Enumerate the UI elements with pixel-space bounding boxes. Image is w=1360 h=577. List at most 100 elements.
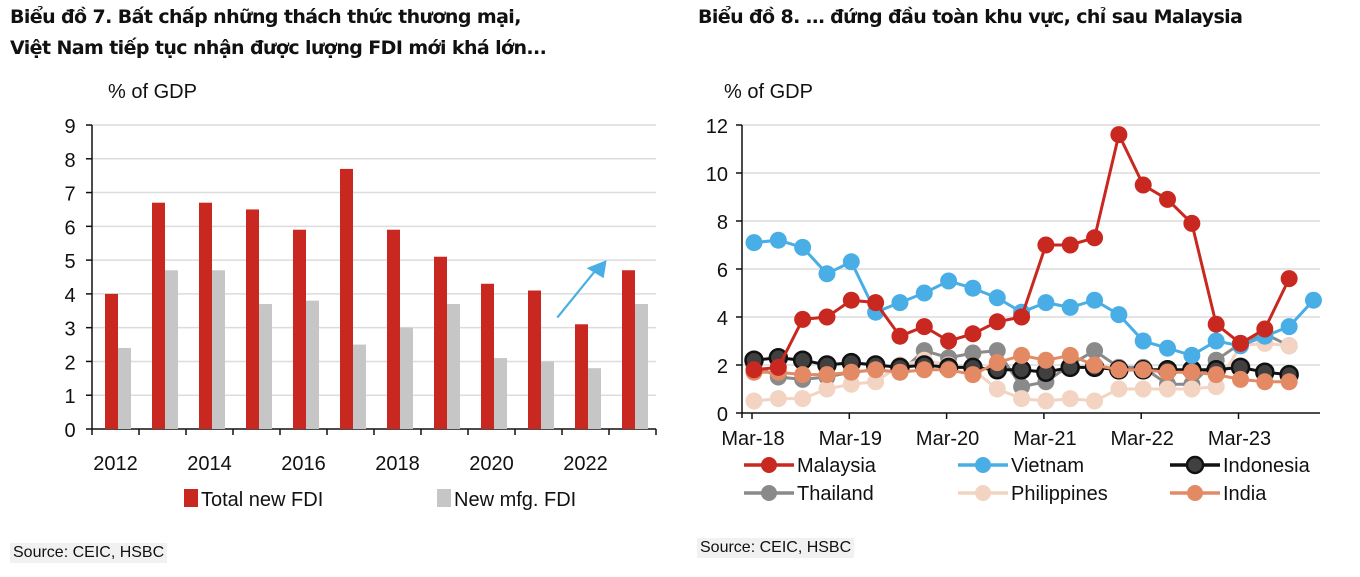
chart-7-bar-new-mfg-fdi — [259, 304, 272, 429]
chart-8-point-vietnam — [1037, 294, 1055, 312]
chart-8-point-philippines — [1037, 392, 1055, 410]
chart-8-x-tick-label: Mar-19 — [819, 428, 882, 450]
chart-8-point-india — [1013, 346, 1031, 364]
chart-8-point-vietnam — [1304, 291, 1322, 309]
chart-7-x-tick-label: 2022 — [563, 453, 608, 475]
chart-8-point-malaysia — [1134, 176, 1152, 194]
chart-8-y-tick-label: 8 — [717, 212, 728, 234]
chart-7-legend-label: New mfg. FDI — [454, 489, 576, 511]
chart-7-bar-total-new-fdi — [152, 202, 165, 429]
chart-8-point-vietnam — [1280, 318, 1298, 336]
chart-8-point-philippines — [1134, 380, 1152, 398]
chart-7-bar-total-new-fdi — [293, 229, 306, 429]
chart-8-point-malaysia — [1183, 214, 1201, 232]
chart-8-point-malaysia — [1061, 236, 1079, 254]
chart-8-legend-label-vietnam: Vietnam — [1011, 455, 1084, 477]
chart-8-point-malaysia — [867, 294, 885, 312]
chart-8-point-philippines — [1280, 337, 1298, 355]
chart-7-bar-new-mfg-fdi — [306, 300, 319, 429]
chart-7-bar-total-new-fdi — [575, 324, 588, 429]
chart-8-point-vietnam — [940, 272, 958, 290]
chart-8-point-malaysia — [1013, 308, 1031, 326]
chart-8-line-malaysia — [753, 130, 1291, 372]
chart-8-legend-marker-philippines — [975, 485, 991, 501]
chart-8-point-philippines — [1183, 380, 1201, 398]
chart-7-bar-new-mfg-fdi — [118, 347, 131, 429]
chart-8-point-vietnam — [818, 265, 836, 283]
chart-8-legend-marker-indonesia — [1185, 455, 1205, 475]
chart-7-bar-new-mfg-fdi — [635, 304, 648, 429]
chart-8-point-philippines — [1207, 378, 1225, 396]
chart-8-point-philippines — [818, 380, 836, 398]
chart-8-point-malaysia — [1280, 270, 1298, 288]
chart-8-y-tick-label: 2 — [717, 356, 728, 378]
chart-8-point-malaysia — [818, 308, 836, 326]
chart-7-y-tick-label: 0 — [64, 420, 75, 442]
chart-7-bar-new-mfg-fdi — [494, 358, 507, 429]
chart-7-y-axis-label: % of GDP — [108, 81, 197, 103]
chart-8-point-india — [940, 361, 958, 379]
chart-8-x-tick-label: Mar-18 — [721, 428, 784, 450]
chart-8-point-vietnam — [964, 279, 982, 297]
chart-8-legend-label-indonesia: Indonesia — [1223, 455, 1311, 477]
chart-8-point-india — [1110, 361, 1128, 379]
chart-8-y-tick-label: 10 — [706, 164, 728, 186]
chart-8-legend-marker-thailand — [761, 485, 777, 501]
chart-7-bar-total-new-fdi — [246, 209, 259, 429]
chart-7-bar-total-new-fdi — [387, 229, 400, 429]
chart-8-x-tick-label: Mar-20 — [916, 428, 979, 450]
chart-8-line-chart: 0 2 4 6 8 10 12 % of GDP Mar-18 Mar-19 Mar-20 Mar-2… — [706, 81, 1322, 505]
chart-8-series-philippines — [745, 334, 1298, 410]
chart-8-legend-marker-vietnam — [975, 457, 991, 473]
chart-7-trend-arrow-head-icon — [586, 260, 607, 279]
chart-8-point-vietnam — [891, 294, 909, 312]
chart-8-point-india — [1086, 356, 1104, 374]
chart-8-point-india — [1207, 366, 1225, 384]
chart-7-y-tick-label: 7 — [64, 184, 75, 206]
chart-8-x-tick-label: Mar-23 — [1208, 428, 1271, 450]
chart-7-y-tick-label: 4 — [64, 285, 75, 307]
chart-8-point-philippines — [1159, 380, 1177, 398]
chart-8-legend-marker-malaysia — [761, 457, 777, 473]
chart-8-legend-label-thailand: Thailand — [797, 483, 874, 505]
chart-8-y-axis-label: % of GDP — [724, 81, 813, 103]
chart-8-title: Biểu đồ 8. … đứng đầu toàn khu vực, chỉ … — [698, 6, 1243, 28]
chart-8-point-philippines — [842, 375, 860, 393]
chart-8-point-thailand — [1013, 378, 1031, 396]
chart-8-point-philippines — [867, 373, 885, 391]
chart-8-point-india — [1134, 361, 1152, 379]
chart-7-y-tick-label: 9 — [64, 116, 75, 138]
chart-7-bar-new-mfg-fdi — [353, 344, 366, 429]
chart-8-point-philippines — [1110, 380, 1128, 398]
chart-8-legend-label-india: India — [1223, 483, 1267, 505]
chart-7-bar-new-mfg-fdi — [400, 327, 413, 429]
chart-7-bar-total-new-fdi — [481, 283, 494, 429]
chart-8-point-malaysia — [1110, 126, 1128, 144]
chart-8-point-malaysia — [964, 325, 982, 343]
chart-8-point-thailand — [988, 342, 1006, 360]
chart-7-source: Source: CEIC, HSBC — [10, 543, 168, 563]
chart-8-legend-marker-india — [1187, 485, 1203, 501]
chart-8-legend-label-malaysia: Malaysia — [797, 455, 877, 477]
chart-8-point-vietnam — [1134, 332, 1152, 350]
chart-8-legend-label-philippines: Philippines — [1011, 483, 1108, 505]
chart-8-point-vietnam — [842, 253, 860, 271]
chart-8-point-india — [818, 366, 836, 384]
chart-8-point-india — [1183, 363, 1201, 381]
chart-8-point-vietnam — [1159, 339, 1177, 357]
chart-8-point-malaysia — [891, 327, 909, 345]
chart-8-y-tick-label: 6 — [717, 260, 728, 282]
chart-7-trend-arrow-shaft — [556, 268, 598, 319]
chart-7-bar-total-new-fdi — [622, 270, 635, 429]
chart-7-x-tick-label: 2016 — [281, 453, 326, 475]
chart-7-x-tick-label: 2018 — [375, 453, 420, 475]
chart-8-point-thailand — [1086, 342, 1104, 360]
chart-7-x-tick-label: 2014 — [187, 453, 232, 475]
chart-8-point-malaysia — [1232, 334, 1249, 352]
chart-7-legend-label: Total new FDI — [201, 489, 323, 511]
chart-8-series-vietnam — [745, 231, 1322, 364]
chart-8-point-malaysia — [940, 332, 958, 350]
chart-8-point-thailand — [964, 344, 982, 362]
chart-8-y-tick-label: 4 — [717, 308, 728, 330]
